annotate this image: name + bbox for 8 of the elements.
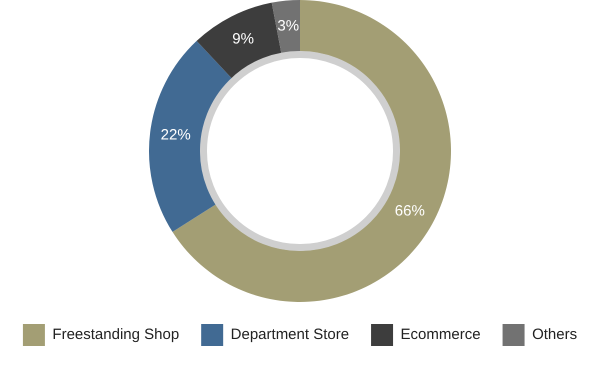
data-label: 22% [160, 126, 191, 144]
legend-label: Freestanding Shop [52, 326, 180, 344]
data-label: 3% [277, 17, 300, 34]
legend-label: Ecommerce [400, 326, 481, 344]
legend-label: Others [532, 326, 578, 344]
legend-label: Department Store [230, 326, 350, 344]
data-label: 66% [394, 202, 425, 220]
data-label: 9% [232, 30, 254, 48]
